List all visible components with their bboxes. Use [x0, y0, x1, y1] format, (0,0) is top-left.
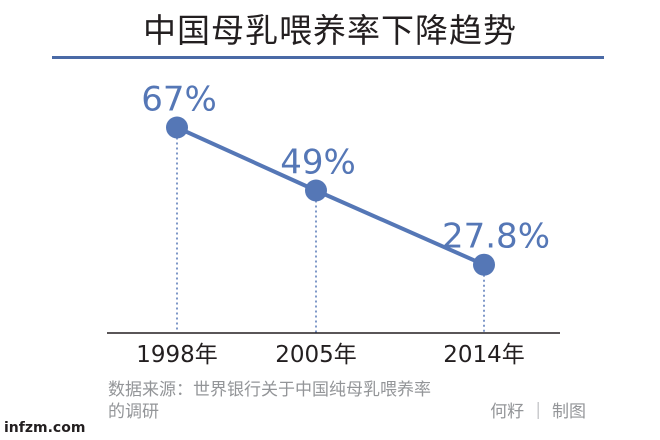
x-tick-label: 2014年 — [443, 342, 525, 368]
source-text-line1: 数据来源：世界银行关于中国纯母乳喂养率 — [108, 380, 431, 400]
data-label: 49% — [280, 143, 356, 183]
source-text-line2: 的调研 — [108, 402, 159, 422]
chart-title: 中国母乳喂养率下降趋势 — [143, 11, 517, 50]
source-note: 数据来源：世界银行关于中国纯母乳喂养率 的调研 何籽 ｜ 制图 — [108, 379, 586, 423]
x-tick-label: 2005年 — [275, 342, 357, 368]
data-label: 27.8% — [442, 217, 550, 257]
data-label: 67% — [141, 80, 217, 120]
credit-text: 何籽 ｜ 制图 — [490, 402, 586, 422]
site-watermark: infzm.com — [4, 420, 86, 436]
x-tick-label: 1998年 — [136, 342, 218, 368]
data-point — [166, 116, 188, 139]
data-point — [305, 179, 327, 202]
title-rule — [52, 56, 604, 59]
data-point — [473, 253, 495, 276]
